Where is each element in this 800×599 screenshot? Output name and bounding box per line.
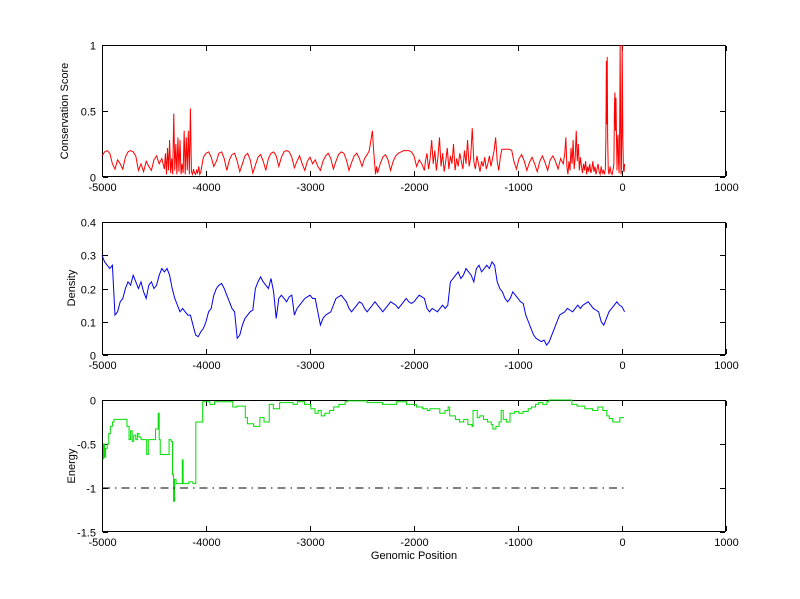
- x-tick-label: -5000: [88, 182, 116, 194]
- ylabel-conservation-score: Conservation Score: [59, 62, 71, 160]
- x-tick-label: -3000: [296, 182, 324, 194]
- x-tick-label: 0: [619, 360, 625, 372]
- x-tick-label: 0: [619, 182, 625, 194]
- y-tick-label: 0.2: [81, 285, 96, 297]
- y-tick-label: -1: [86, 484, 96, 496]
- y-tick-label: 0: [90, 396, 96, 408]
- y-tick-label: 0: [90, 351, 96, 363]
- plot-area-conservation-score: -5000 -4000 -3000 -2000 -1000 0 1000 0 0.5 1: [81, 41, 739, 195]
- y-tick-label: 0: [90, 173, 96, 185]
- x-tick-label: -1000: [504, 182, 532, 194]
- y-tick-label: 0.4: [81, 218, 96, 230]
- axes-box: [102, 45, 726, 177]
- x-tick-label: -2000: [400, 360, 428, 372]
- x-tick-label: -4000: [192, 182, 220, 194]
- y-tick-label: -0.5: [77, 440, 96, 452]
- x-tick-label: -3000: [296, 537, 324, 549]
- ylabel-density: Density: [66, 269, 78, 307]
- x-tick-label: -5000: [88, 537, 116, 549]
- x-tick-label: -2000: [400, 182, 428, 194]
- y-tick-label: 0.1: [81, 318, 96, 330]
- series-conservation-score: [101, 44, 626, 177]
- y-tick-label: 0.3: [81, 251, 96, 263]
- x-tick-label: 0: [619, 537, 625, 549]
- x-tick-label: -3000: [296, 360, 324, 372]
- xlabel-genomic-position: Genomic Position: [370, 550, 458, 562]
- y-tick-label: -1.5: [77, 528, 96, 540]
- x-tick-label: -1000: [504, 537, 532, 549]
- plot-area-density: -5000 -4000 -3000 -2000 -1000 0 1000 0 0.1 0.2 0.3…: [81, 218, 739, 373]
- y-tick-label: 1: [90, 41, 96, 53]
- series-energy: [102, 399, 625, 502]
- x-tick-label: -2000: [400, 537, 428, 549]
- y-tick-label: 0.5: [81, 107, 96, 119]
- axes-box: [102, 222, 726, 355]
- series-density: [101, 255, 626, 346]
- axes-box: [102, 400, 726, 532]
- plot-area-energy: -5000 -4000 -3000 -2000 -1000 0 1000 -1.5 -1 -0.5…: [77, 396, 739, 550]
- x-tick-label: 1000: [714, 360, 738, 372]
- x-tick-label: 1000: [714, 537, 738, 549]
- x-tick-label: -4000: [192, 360, 220, 372]
- x-tick-label: -1000: [504, 360, 532, 372]
- x-tick-label: -5000: [88, 360, 116, 372]
- x-tick-label: -4000: [192, 537, 220, 549]
- x-tick-label: 1000: [714, 182, 738, 194]
